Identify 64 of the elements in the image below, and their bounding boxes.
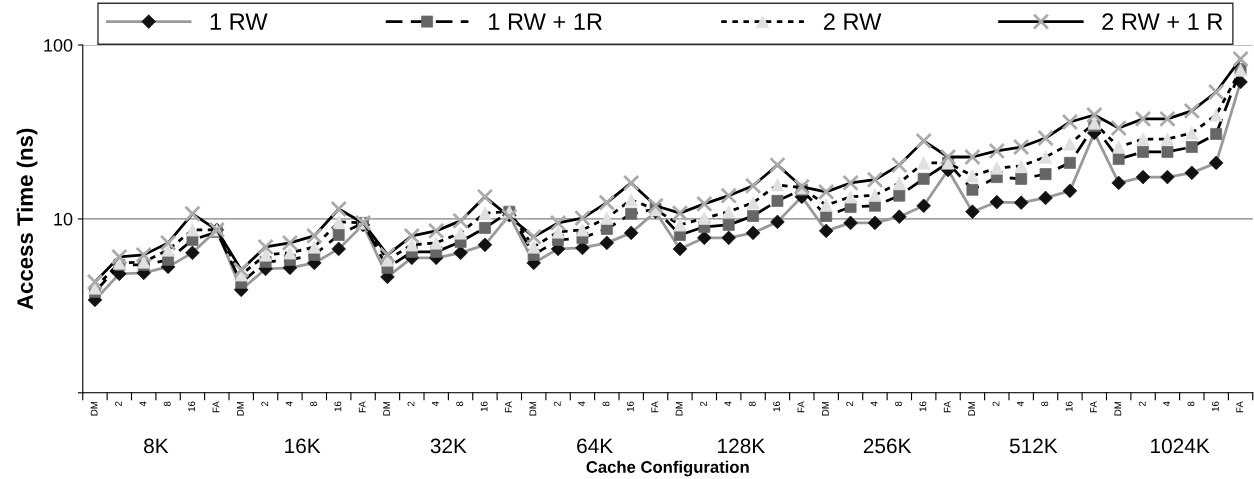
- x-tick-label: DM: [675, 401, 683, 416]
- x-tick-label: 4: [285, 401, 293, 407]
- text: 8K: [144, 438, 169, 454]
- x-tick-label: 2: [261, 401, 269, 407]
- x-tick-label: FA: [212, 401, 220, 413]
- x-tick-label: FA: [651, 401, 659, 413]
- x-tick-label: 4: [139, 401, 147, 407]
- text: 512K: [1009, 438, 1058, 454]
- legend-label: 2 RW: [823, 13, 882, 30]
- legend-label: 1 RW: [210, 13, 268, 30]
- x-tick-label: 4: [432, 401, 439, 407]
- x-tick-label: 16: [480, 401, 488, 412]
- text: 128K: [718, 438, 765, 454]
- x-tick-label: 4: [1017, 401, 1024, 407]
- x-axis-title: Cache Configuration: [586, 460, 749, 477]
- legend-label: 1 RW + 1R: [489, 13, 602, 30]
- x-tick-label: 8: [310, 401, 317, 407]
- x-tick-label: 4: [724, 401, 732, 407]
- x-tick-label: 8: [1187, 401, 1195, 407]
- text: 16K: [285, 438, 321, 454]
- x-tick-label: FA: [1090, 401, 1097, 413]
- x-tick-label: 8: [1041, 401, 1049, 407]
- x-tick-label: 16: [1065, 401, 1073, 412]
- x-tick-label: 4: [870, 401, 878, 407]
- x-tick-label: DM: [529, 401, 537, 416]
- y-tick-label: 10: [54, 212, 73, 226]
- text: 1024K: [1151, 438, 1210, 454]
- x-tick-label: 16: [188, 401, 196, 412]
- x-tick-label: 8: [602, 401, 610, 407]
- x-tick-label: 16: [773, 401, 781, 412]
- x-tick-label: DM: [822, 401, 829, 416]
- x-tick-label: 16: [1211, 401, 1219, 412]
- y-axis-title: Access Time (ns): [16, 128, 38, 310]
- x-tick-label: DM: [90, 401, 98, 416]
- x-tick-label: 8: [895, 401, 902, 407]
- text: 32K: [430, 438, 467, 454]
- text: 64K: [577, 438, 613, 454]
- x-tick-label: 2: [700, 401, 707, 407]
- x-tick-label: DM: [1114, 401, 1122, 416]
- x-tick-label: 2: [992, 401, 1000, 407]
- x-tick-label: 8: [163, 401, 171, 407]
- x-tick-label: 16: [919, 401, 927, 412]
- text: 256K: [863, 438, 912, 454]
- x-tick-label: 2: [1138, 401, 1146, 407]
- x-tick-label: 2: [115, 401, 122, 407]
- x-tick-label: FA: [505, 401, 512, 413]
- x-tick-label: 2: [407, 401, 415, 407]
- x-tick-label: DM: [237, 401, 244, 416]
- x-tick-label: 16: [626, 401, 634, 412]
- x-tick-label: FA: [358, 401, 366, 413]
- x-tick-label: 16: [334, 401, 342, 412]
- x-tick-label: 8: [748, 401, 756, 407]
- x-tick-label: FA: [797, 401, 805, 413]
- x-tick-label: FA: [1236, 401, 1244, 413]
- x-tick-label: DM: [968, 401, 975, 416]
- x-tick-label: 2: [553, 401, 561, 407]
- x-tick-label: FA: [943, 401, 951, 413]
- x-tick-label: 2: [846, 401, 854, 407]
- legend-label: 2 RW + 1 R: [1102, 13, 1223, 30]
- x-tick-label: 4: [578, 401, 585, 407]
- x-tick-label: 4: [1163, 401, 1170, 407]
- y-tick-label: 100: [44, 38, 73, 52]
- x-tick-label: DM: [383, 401, 390, 416]
- x-tick-label: 8: [456, 401, 464, 407]
